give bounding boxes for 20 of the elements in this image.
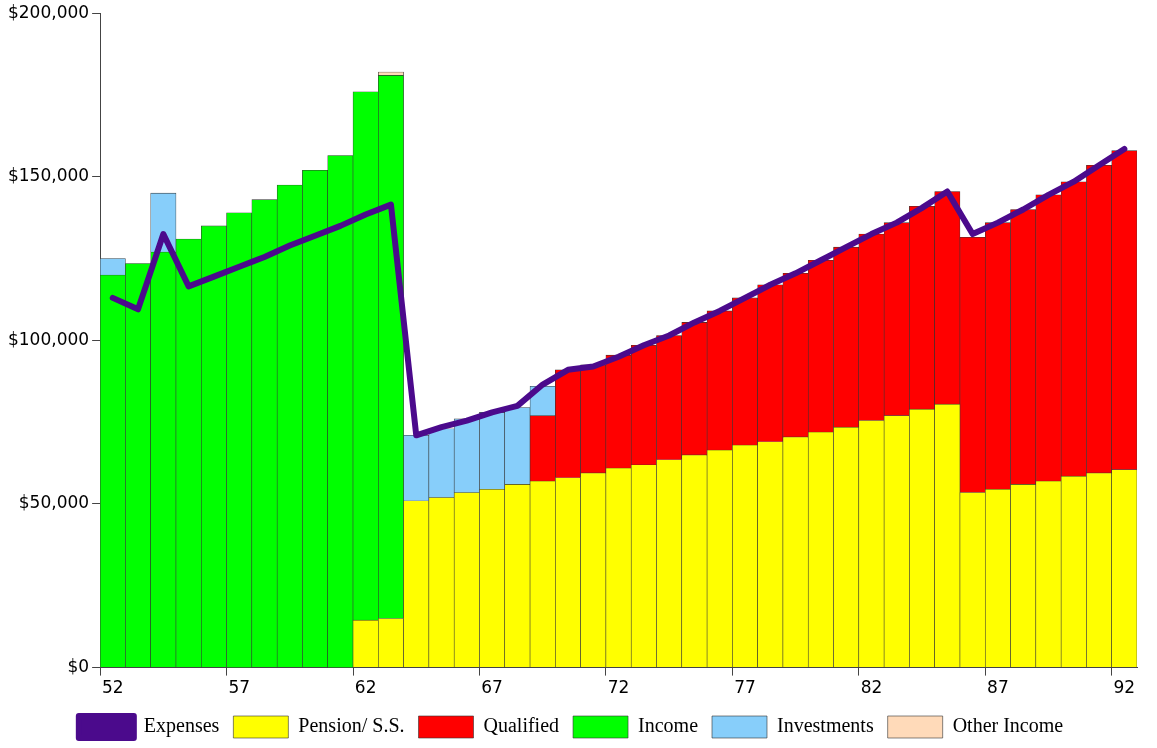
x-tick-label: 82 bbox=[860, 677, 883, 698]
y-tick-label: $50,000 bbox=[18, 492, 90, 513]
y-tick-label: $150,000 bbox=[7, 165, 90, 186]
legend-label: Income bbox=[638, 714, 699, 737]
legend-label: Investments bbox=[777, 714, 874, 737]
y-tick-label: $200,000 bbox=[7, 1, 90, 22]
legend-label: Qualified bbox=[483, 714, 560, 737]
y-tick-label: $0 bbox=[67, 656, 90, 677]
x-tick-label: 52 bbox=[101, 677, 124, 698]
x-tick-label: 72 bbox=[607, 677, 630, 698]
x-tick-label: 92 bbox=[1113, 677, 1136, 698]
y-tick-label: $100,000 bbox=[7, 328, 90, 349]
legend-label: Expenses bbox=[143, 714, 220, 738]
x-tick-label: 87 bbox=[987, 677, 1009, 698]
legend-label: Pension/ S.S. bbox=[298, 714, 405, 737]
x-tick-label: 67 bbox=[481, 677, 503, 698]
x-tick-label: 57 bbox=[228, 677, 251, 698]
x-tick-label: 62 bbox=[354, 677, 377, 698]
x-tick-label: 77 bbox=[734, 677, 756, 698]
legend-label: Other Income bbox=[952, 714, 1064, 737]
